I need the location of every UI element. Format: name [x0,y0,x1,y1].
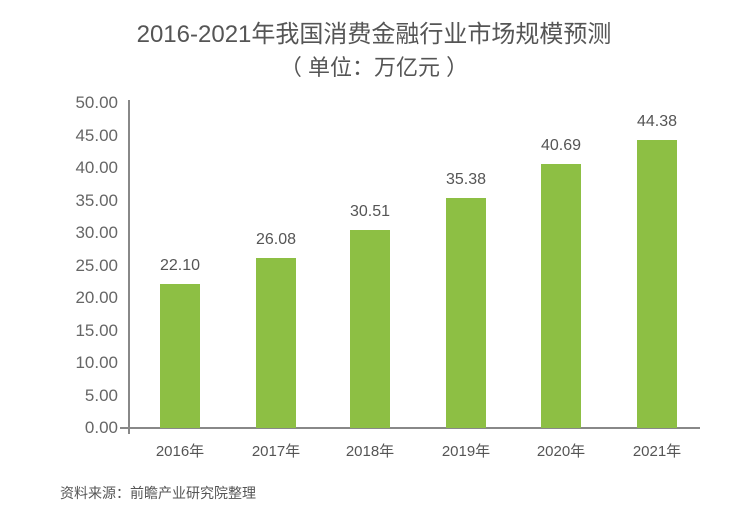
bar-value-label: 22.10 [159,257,201,275]
x-tick-label: 2021年 [632,443,682,460]
bar-3 [446,198,486,428]
y-tick-label: 5.00 [84,385,118,405]
y-tick-label: 20.00 [75,288,118,307]
bar-2 [350,229,390,428]
y-tick-label: 25.00 [75,255,118,275]
y-tick-label: 45.00 [75,125,118,145]
x-tick-label: 2019年 [441,443,491,460]
bar-4 [541,163,581,428]
bar-value-label: 30.51 [349,202,391,220]
bar-value-label: 35.38 [445,171,487,189]
x-tick-label: 2016年 [155,443,205,460]
source-note: 资料来源：前瞻产业研究院整理 [60,485,256,501]
y-tick-label: 30.00 [75,223,118,242]
bar-value-label: 26.08 [255,231,297,249]
x-tick-label: 2020年 [536,443,586,460]
y-tick-label: 15.00 [75,320,118,340]
bar-5 [637,139,677,428]
bar-1 [256,258,296,428]
x-tick-label: 2018年 [345,443,395,460]
y-tick-label: 10.00 [75,353,118,372]
y-tick-mark [120,428,128,429]
x-tick-label: 2017年 [251,443,301,460]
chart-subtitle: （ 单位：万亿元 ） [279,55,469,80]
bar-value-label: 40.69 [540,136,582,154]
y-tick-label: 35.00 [75,190,118,210]
y-axis-line [128,100,130,434]
bar-0 [160,284,200,428]
chart-title: 2016-2021年我国消费金融行业市场规模预测 [136,21,612,48]
y-tick-label: 40.00 [75,158,118,177]
y-tick-label: 50.00 [75,93,118,112]
x-axis-line [120,427,700,429]
y-tick-label: 0.00 [84,418,118,437]
bar-value-label: 44.38 [636,112,678,130]
